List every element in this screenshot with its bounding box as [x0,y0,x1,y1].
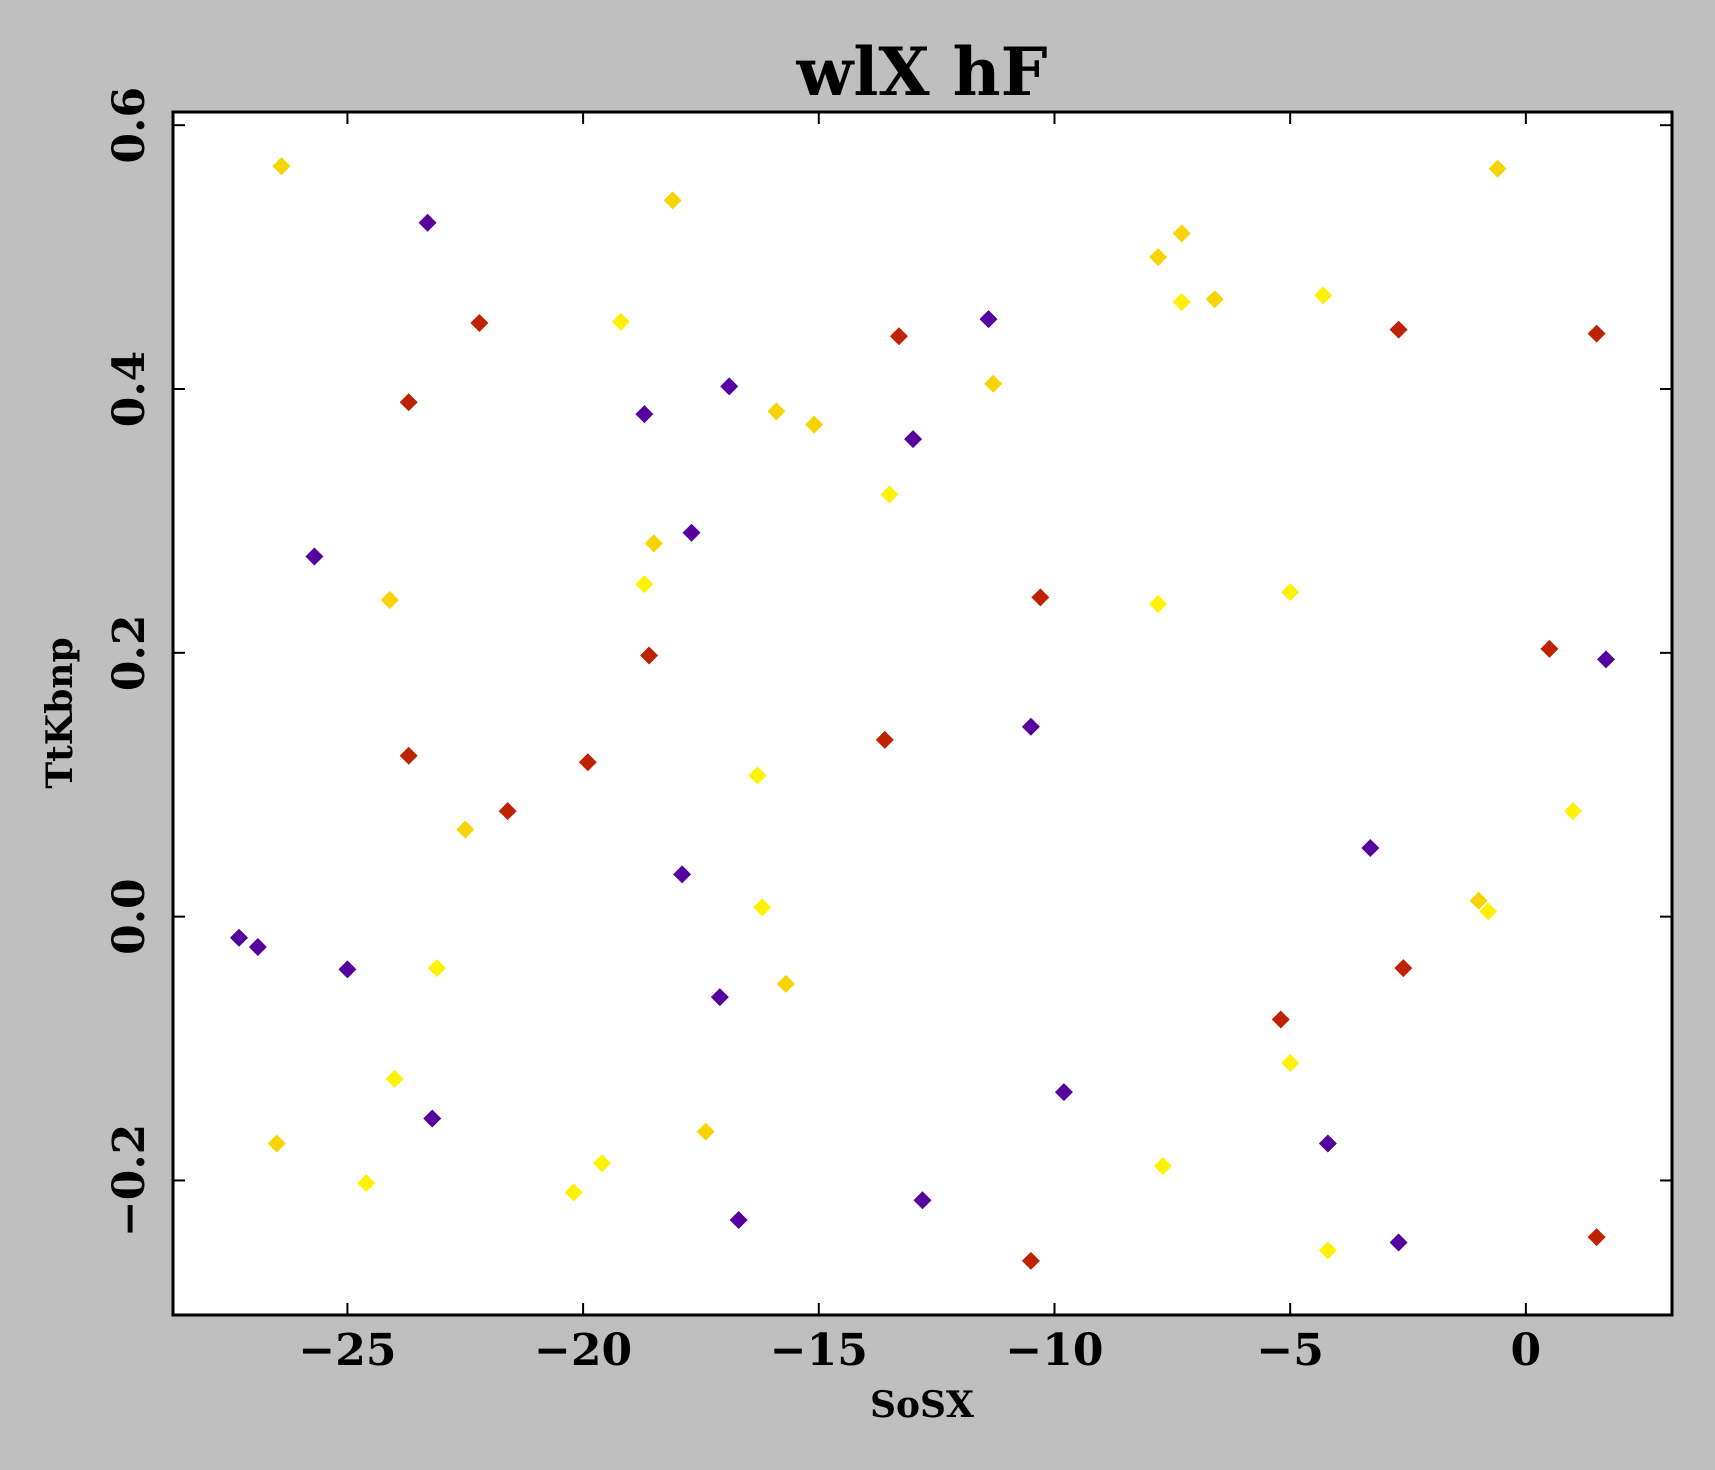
data-point [1394,959,1413,978]
y-tick-label: 0.0 [104,878,155,955]
y-axis-ticks: −0.2 0.0 0.2 0.4 0.6 [104,87,1672,1237]
data-point [635,405,654,424]
data-point [427,959,446,978]
data-point [1172,292,1191,311]
data-point [635,575,654,594]
data-point [644,534,663,553]
data-point [682,523,701,542]
data-point [470,314,489,333]
data-point [1153,1156,1172,1175]
data-point [1318,1241,1337,1260]
data-point [229,928,248,947]
data-point [1488,159,1507,178]
data-point [663,191,682,210]
data-point [1149,248,1168,267]
data-point [1149,595,1168,614]
data-point [1021,1251,1040,1270]
plot-area [173,112,1672,1315]
data-point [984,374,1003,393]
data-point [1318,1134,1337,1153]
data-point [1314,286,1333,305]
chart-title: wlX hF [796,33,1048,111]
data-point [1361,839,1380,858]
x-tick-label: −20 [534,1325,632,1376]
data-point [305,547,324,566]
data-point [1597,650,1616,669]
x-tick-label: −15 [770,1325,868,1376]
data-point [456,820,475,839]
data-point [1540,639,1559,658]
data-point [399,393,418,412]
data-point [880,485,899,504]
data-point [1564,802,1583,821]
y-tick-label: −0.2 [104,1124,155,1237]
data-point [1054,1083,1073,1102]
x-tick-label: −10 [1005,1325,1103,1376]
data-point [357,1174,376,1193]
data-point [1031,588,1050,607]
data-point [611,312,630,331]
data-point [498,802,517,821]
data-point [913,1191,932,1210]
data-point [720,377,739,396]
data-point [418,213,437,232]
y-tick-label: 0.2 [104,615,155,692]
y-axis-label: TtKbnp [39,637,81,788]
data-point [272,157,291,176]
data-point [1172,224,1191,243]
data-point [564,1183,583,1202]
data-points [229,157,1616,1270]
data-point [1389,1233,1408,1252]
data-point [805,415,824,434]
data-point [979,310,998,329]
data-point [753,898,772,917]
data-point [592,1154,611,1173]
data-point [1271,1010,1290,1029]
y-tick-label: 0.4 [104,351,155,428]
x-axis-ticks: −25 −20 −15 −10 −5 0 [298,112,1541,1376]
x-tick-label: −25 [298,1325,396,1376]
data-point [1389,320,1408,339]
data-point [767,402,786,421]
data-point [889,327,908,346]
plot-frame [171,110,1674,1317]
data-point [1205,290,1224,309]
data-point [696,1122,715,1141]
data-point [1587,1228,1606,1247]
data-point [776,974,795,993]
data-point [710,988,729,1007]
data-point [1281,583,1300,602]
y-tick-label: 0.6 [104,87,155,164]
data-point [748,766,767,785]
data-point [640,646,659,665]
data-point [1281,1054,1300,1073]
data-point [338,960,357,979]
data-point [1587,324,1606,343]
x-tick-label: −5 [1256,1325,1323,1376]
data-point [267,1134,286,1153]
data-point [1021,717,1040,736]
data-point [385,1069,404,1088]
data-point [1469,891,1488,910]
data-point [423,1109,442,1128]
x-axis-label: SoSX [870,1384,974,1426]
data-point [904,430,923,449]
data-point [729,1211,748,1230]
data-point [248,937,267,956]
data-point [875,730,894,749]
data-point [399,746,418,765]
data-point [1479,902,1498,921]
data-point [673,865,692,884]
x-tick-label: 0 [1511,1325,1542,1376]
data-point [578,753,597,772]
data-point [380,591,399,610]
